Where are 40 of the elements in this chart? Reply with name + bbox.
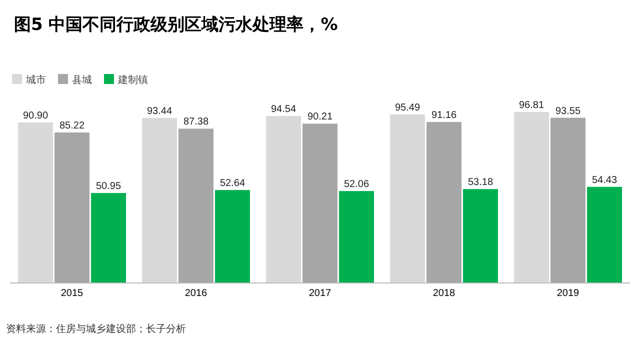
x-tick-label: 2016	[184, 288, 208, 299]
data-label: 95.49	[394, 102, 420, 114]
chart-title: 图5 中国不同行政级别区域污水处理率，%	[14, 15, 338, 35]
bar	[215, 190, 250, 283]
data-label: 93.55	[555, 106, 581, 117]
bar	[18, 122, 53, 283]
bar	[463, 189, 498, 283]
legend-label: 城市	[25, 74, 46, 86]
data-label: 96.81	[518, 100, 544, 111]
x-tick-label: 2017	[308, 288, 332, 299]
data-label: 87.38	[183, 116, 209, 128]
data-label: 54.43	[592, 174, 618, 186]
data-label: 93.44	[146, 106, 172, 117]
data-label: 90.90	[22, 110, 48, 122]
bar	[91, 193, 126, 283]
x-tick-label: 2018	[432, 288, 456, 299]
data-label: 50.95	[96, 181, 122, 192]
data-label: 90.21	[307, 112, 333, 123]
data-label: 52.64	[220, 178, 246, 190]
text: 资料来源：住房与城乡建设部；长子分析	[6, 323, 186, 335]
bar	[178, 128, 214, 283]
data-label: 85.22	[59, 120, 85, 132]
bar	[514, 112, 549, 283]
data-label: 91.16	[431, 110, 457, 121]
bar	[339, 191, 374, 283]
bar	[587, 186, 622, 283]
bar	[54, 132, 90, 283]
legend-label: 建制镇	[117, 74, 148, 86]
legend-label: 县城	[72, 74, 92, 86]
data-label: 53.18	[468, 177, 494, 188]
bar	[142, 118, 177, 283]
bar	[266, 116, 301, 283]
data-label: 52.06	[344, 179, 370, 190]
bar	[302, 124, 338, 283]
x-tick-label: 2015	[60, 288, 84, 299]
bar	[426, 122, 462, 283]
data-label: 94.54	[270, 104, 296, 116]
x-tick-label: 2019	[556, 288, 580, 299]
bar	[550, 118, 586, 283]
bar	[390, 114, 425, 283]
